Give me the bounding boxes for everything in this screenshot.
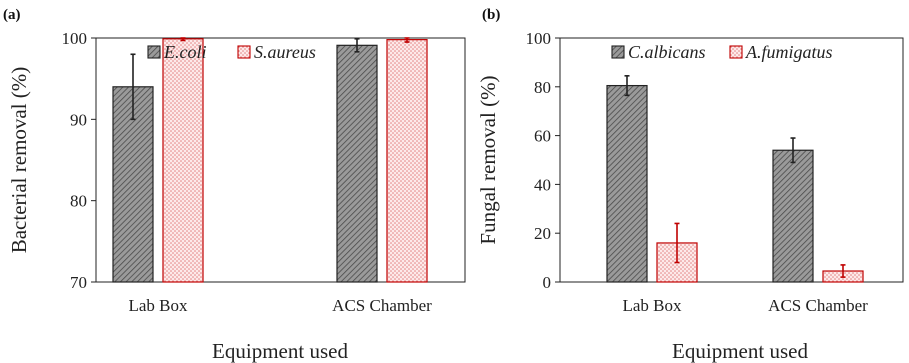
legend-b: C.albicans A.fumigatus — [611, 42, 833, 62]
panel-label-b: (b) — [482, 7, 500, 23]
legend-label: S.aureus — [254, 42, 316, 62]
legend-swatch — [237, 45, 251, 59]
plot-frame-a — [95, 37, 466, 283]
legend-label: A.fumigatus — [745, 42, 833, 62]
y-ticks-b: 0 20 40 60 80 100 — [526, 29, 560, 292]
x-axis-label-b: Equipment used — [672, 339, 808, 363]
bar — [162, 38, 204, 283]
x-tick-label: Lab Box — [128, 296, 188, 315]
x-ticks-a: Lab Box ACS Chamber — [128, 296, 432, 315]
legend-label: C.albicans — [628, 42, 706, 62]
y-tick-label: 80 — [70, 192, 87, 211]
bar — [606, 84, 648, 283]
y-axis-label-b: Fungal removal (%) — [476, 75, 500, 244]
bar — [336, 44, 378, 283]
chart-panel-b: (b) 0 20 40 60 80 100 Lab Box ACS Chamber C.al… — [476, 7, 904, 363]
plot-frame-b — [559, 37, 904, 283]
x-tick-label: ACS Chamber — [332, 296, 432, 315]
x-tick-label: Lab Box — [622, 296, 682, 315]
legend-label: E.coli — [163, 42, 207, 62]
chart-panel-a: (a) 70 80 90 100 Lab Box ACS Chamber E.coli S… — [3, 7, 466, 363]
y-ticks-a: 70 80 90 100 — [62, 29, 96, 292]
x-tick-label: ACS Chamber — [768, 296, 868, 315]
bars-a — [112, 37, 428, 283]
legend-swatch — [729, 45, 743, 59]
x-axis-label-a: Equipment used — [212, 339, 348, 363]
y-tick-label: 20 — [534, 224, 551, 243]
x-ticks-b: Lab Box ACS Chamber — [622, 296, 868, 315]
y-tick-label: 100 — [526, 29, 552, 48]
panel-label-a: (a) — [3, 7, 21, 23]
bars-b — [606, 75, 864, 283]
y-tick-label: 70 — [70, 273, 87, 292]
bar — [772, 149, 814, 283]
y-tick-label: 40 — [534, 175, 551, 194]
y-tick-label: 60 — [534, 127, 551, 146]
y-tick-label: 90 — [70, 110, 87, 129]
y-axis-label-a: Bacterial removal (%) — [7, 67, 31, 254]
legend-swatch — [611, 45, 625, 59]
y-tick-label: 80 — [534, 78, 551, 97]
bar — [386, 39, 428, 283]
legend-a: E.coli S.aureus — [147, 42, 316, 62]
y-tick-label: 0 — [543, 273, 552, 292]
y-tick-label: 100 — [62, 29, 88, 48]
legend-swatch — [147, 45, 161, 59]
